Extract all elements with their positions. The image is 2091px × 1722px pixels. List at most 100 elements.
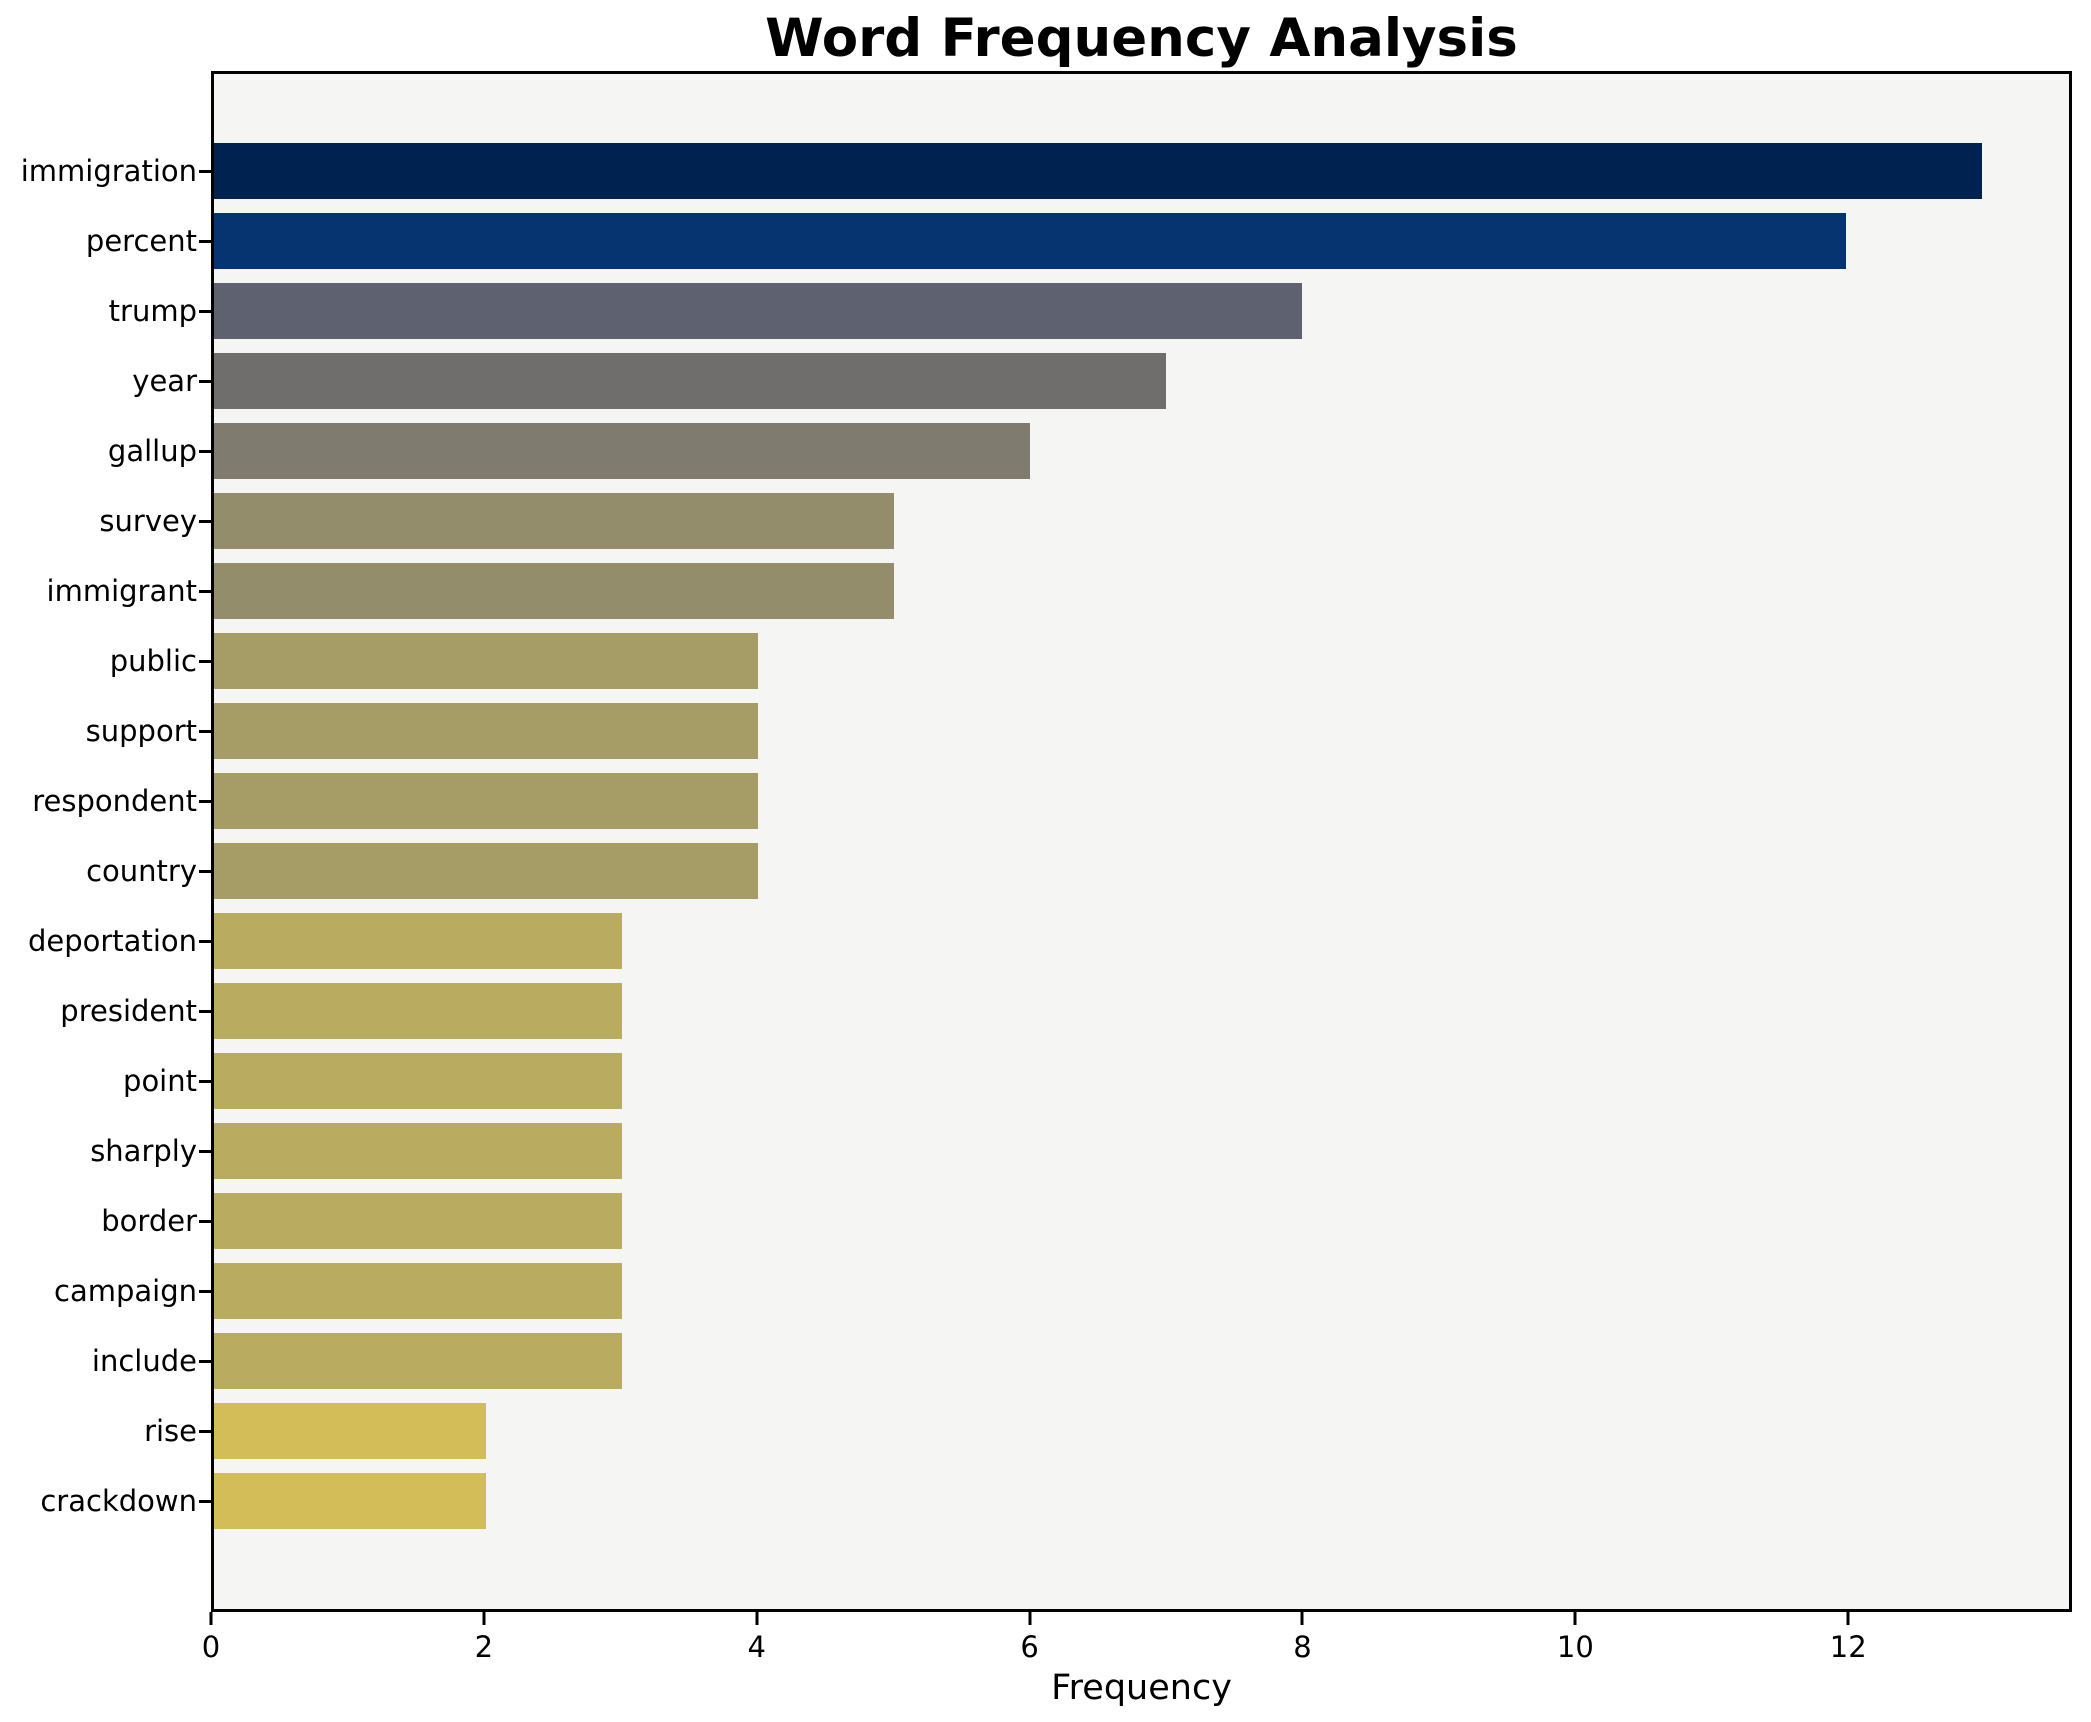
x-axis-tick-marks [209,1612,2072,1626]
x-tick-mark [1846,1612,1850,1625]
x-axis-tick-labels: 0 2 4 6 8 10 12 [202,1630,2072,1670]
bar-include [214,1333,622,1389]
y-tick-label: gallup [107,434,197,468]
y-tick-label: immigration [20,154,197,188]
y-tick-mark [199,169,211,173]
bar-row [214,1326,2069,1396]
bar-country [214,843,758,899]
bar-row [214,1466,2069,1536]
x-tick-label: 10 [1556,1630,1594,1664]
y-tick-mark [199,309,211,313]
bar-row [214,1256,2069,1326]
y-tick-mark [199,449,211,453]
bar-deportation [214,913,622,969]
bar-immigrant [214,563,894,619]
y-tick-mark [199,519,211,523]
y-tick-label: year [132,364,197,398]
bar-gallup [214,423,1030,479]
x-tick-mark [209,1612,213,1625]
y-tick-label: include [91,1344,197,1378]
x-tick-label: 12 [1829,1630,1867,1664]
bar-row [214,1046,2069,1116]
y-tick-mark [199,799,211,803]
x-tick-mark [1028,1612,1032,1625]
y-tick-label: deportation [27,924,197,958]
bar-row [214,136,2069,206]
x-tick-mark [1573,1612,1577,1625]
y-tick-label: percent [85,224,197,258]
y-tick-mark [199,589,211,593]
x-tick-mark [1300,1612,1304,1625]
x-axis-title: Frequency [1051,1668,1232,1708]
x-tick-label: 0 [201,1630,221,1664]
y-tick-mark [199,239,211,243]
bar-rise [214,1403,486,1459]
y-tick-mark [199,379,211,383]
bar-president [214,983,622,1039]
bar-border [214,1193,622,1249]
y-tick-label: sharply [90,1134,197,1168]
y-tick-label: respondent [32,784,197,818]
y-tick-label: survey [99,504,197,538]
bar-row [214,696,2069,766]
y-tick-label: public [109,644,197,678]
y-tick-mark [199,1219,211,1223]
y-tick-label: campaign [54,1274,197,1308]
x-tick-label: 4 [747,1630,766,1664]
bar-public [214,633,758,689]
x-tick-label: 2 [474,1630,494,1664]
y-tick-label: support [85,714,197,748]
y-tick-label: border [101,1204,197,1238]
y-tick-label: point [123,1064,197,1098]
bar-campaign [214,1263,622,1319]
bar-row [214,976,2069,1046]
x-tick-mark [755,1612,759,1625]
y-tick-label: rise [144,1414,197,1448]
bar-row [214,1396,2069,1466]
bar-row [214,766,2069,836]
y-tick-mark [199,659,211,663]
chart-title: Word Frequency Analysis [765,8,1518,69]
bar-respondent [214,773,758,829]
bar-immigration [214,143,1982,199]
bar-trump [214,283,1302,339]
y-tick-mark [199,1359,211,1363]
x-tick-label: 8 [1293,1630,1312,1664]
y-tick-mark [199,939,211,943]
bar-row [214,206,2069,276]
bar-row [214,276,2069,346]
y-tick-label: country [86,854,197,888]
bar-row [214,906,2069,976]
bar-row [214,836,2069,906]
bar-survey [214,493,894,549]
bar-row [214,346,2069,416]
y-tick-mark [199,1289,211,1293]
bar-support [214,703,758,759]
y-tick-mark [199,869,211,873]
bar-row [214,486,2069,556]
y-tick-label: trump [108,294,197,328]
y-tick-mark [199,1429,211,1433]
bar-row [214,1116,2069,1186]
bar-row [214,556,2069,626]
bar-year [214,353,1166,409]
y-tick-mark [199,1149,211,1153]
y-tick-label: immigrant [46,574,197,608]
bar-point [214,1053,622,1109]
y-tick-mark [199,1499,211,1503]
x-tick-label: 6 [1020,1630,1039,1664]
y-tick-label: president [60,994,197,1028]
bar-crackdown [214,1473,486,1529]
bar-percent [214,213,1846,269]
plot-area [211,71,2072,1612]
bar-sharply [214,1123,622,1179]
y-tick-mark [199,1079,211,1083]
x-tick-mark [482,1612,486,1625]
bar-row [214,626,2069,696]
bars-container [214,136,2069,1536]
bar-row [214,416,2069,486]
y-axis-tick-labels: immigration percent trump year gallup survey i… [0,136,197,1536]
y-tick-mark [199,1009,211,1013]
y-tick-label: crackdown [40,1484,197,1518]
